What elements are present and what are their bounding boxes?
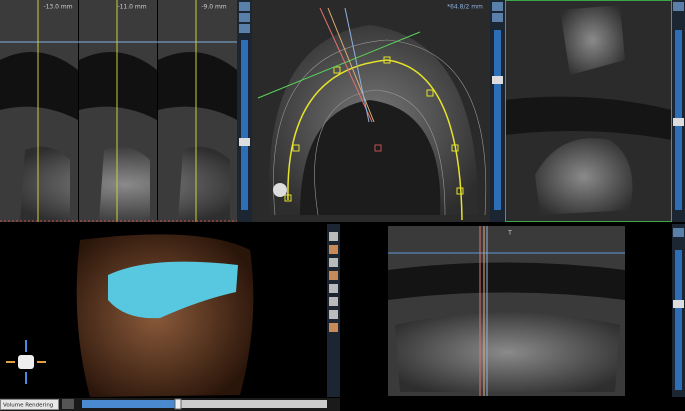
orientation-cube[interactable]: [18, 355, 34, 369]
tool-button[interactable]: [329, 310, 338, 319]
arch-points: [284, 56, 464, 202]
tool-button[interactable]: [239, 2, 250, 11]
bottom-bar: Volume Rendering: [0, 398, 340, 411]
arch-point[interactable]: [451, 144, 459, 152]
tool-button[interactable]: [673, 228, 684, 237]
scroll-thumb[interactable]: [673, 300, 684, 308]
bone: [20, 146, 230, 222]
slider-track[interactable]: [82, 400, 327, 408]
airway: [0, 52, 237, 120]
arch-curve: [287, 59, 463, 221]
arch-point[interactable]: [284, 194, 292, 202]
panel-border: [505, 0, 672, 222]
axial-label: *64.8/2 mm: [447, 4, 483, 11]
arch-point[interactable]: [383, 56, 391, 64]
axial-view: *64.8/2 mm: [252, 0, 490, 222]
slice-label: -9.0 mm: [201, 4, 226, 11]
toolbar: [237, 0, 685, 397]
tool-button[interactable]: [492, 13, 503, 22]
tool-button[interactable]: [329, 297, 338, 306]
implant-line: [327, 7, 375, 123]
tool-button[interactable]: [329, 245, 338, 254]
settings-button[interactable]: [62, 399, 74, 409]
marker-label: T: [507, 230, 512, 237]
scroll-thumb[interactable]: [492, 76, 503, 84]
slice-label: -11.0 mm: [117, 4, 146, 11]
arch-guides: [273, 39, 487, 216]
bone: [560, 5, 625, 75]
dental-model: [108, 261, 238, 319]
mode-label: Volume Rendering: [3, 403, 53, 409]
mandible: [535, 138, 633, 215]
scroll-thumb[interactable]: [239, 138, 250, 146]
tool-button[interactable]: [492, 2, 503, 11]
implant-line: [319, 7, 373, 123]
sagittal-view: [505, 0, 672, 222]
tool-button[interactable]: [329, 271, 338, 280]
palate: [300, 100, 441, 215]
tool-button[interactable]: [673, 2, 684, 11]
orientation-widget[interactable]: [6, 340, 46, 384]
plane-line: [257, 31, 421, 99]
occlusal-gap: [388, 262, 625, 300]
tool-button[interactable]: [329, 323, 338, 332]
scrollbar[interactable]: [675, 250, 682, 390]
cross-section-panels: -13.0 mm -11.0 mm -9.0 mm: [0, 0, 237, 222]
marker: [374, 144, 382, 152]
arch-point[interactable]: [426, 89, 434, 97]
scroll-thumb[interactable]: [673, 118, 684, 126]
tool-button[interactable]: [329, 232, 338, 241]
airway: [505, 96, 672, 140]
tool-button[interactable]: [329, 258, 338, 267]
scrollbar[interactable]: [494, 30, 501, 210]
tool-button[interactable]: [239, 13, 250, 22]
tool-button[interactable]: [329, 284, 338, 293]
scrollbar[interactable]: [241, 40, 248, 210]
arch-point[interactable]: [292, 144, 300, 152]
mandible: [395, 312, 620, 392]
crown-model: [273, 183, 287, 197]
tool-button[interactable]: [239, 24, 250, 33]
slider-fill: [82, 400, 178, 408]
panoramic-view: T: [340, 224, 672, 397]
arch-point[interactable]: [456, 187, 464, 195]
slice-label: -13.0 mm: [43, 4, 72, 11]
mode-dropdown[interactable]: [0, 399, 59, 410]
slider-thumb[interactable]: [174, 398, 182, 410]
implant-line: [344, 7, 370, 123]
volume-view: [0, 224, 327, 397]
arch-point[interactable]: [333, 66, 341, 74]
